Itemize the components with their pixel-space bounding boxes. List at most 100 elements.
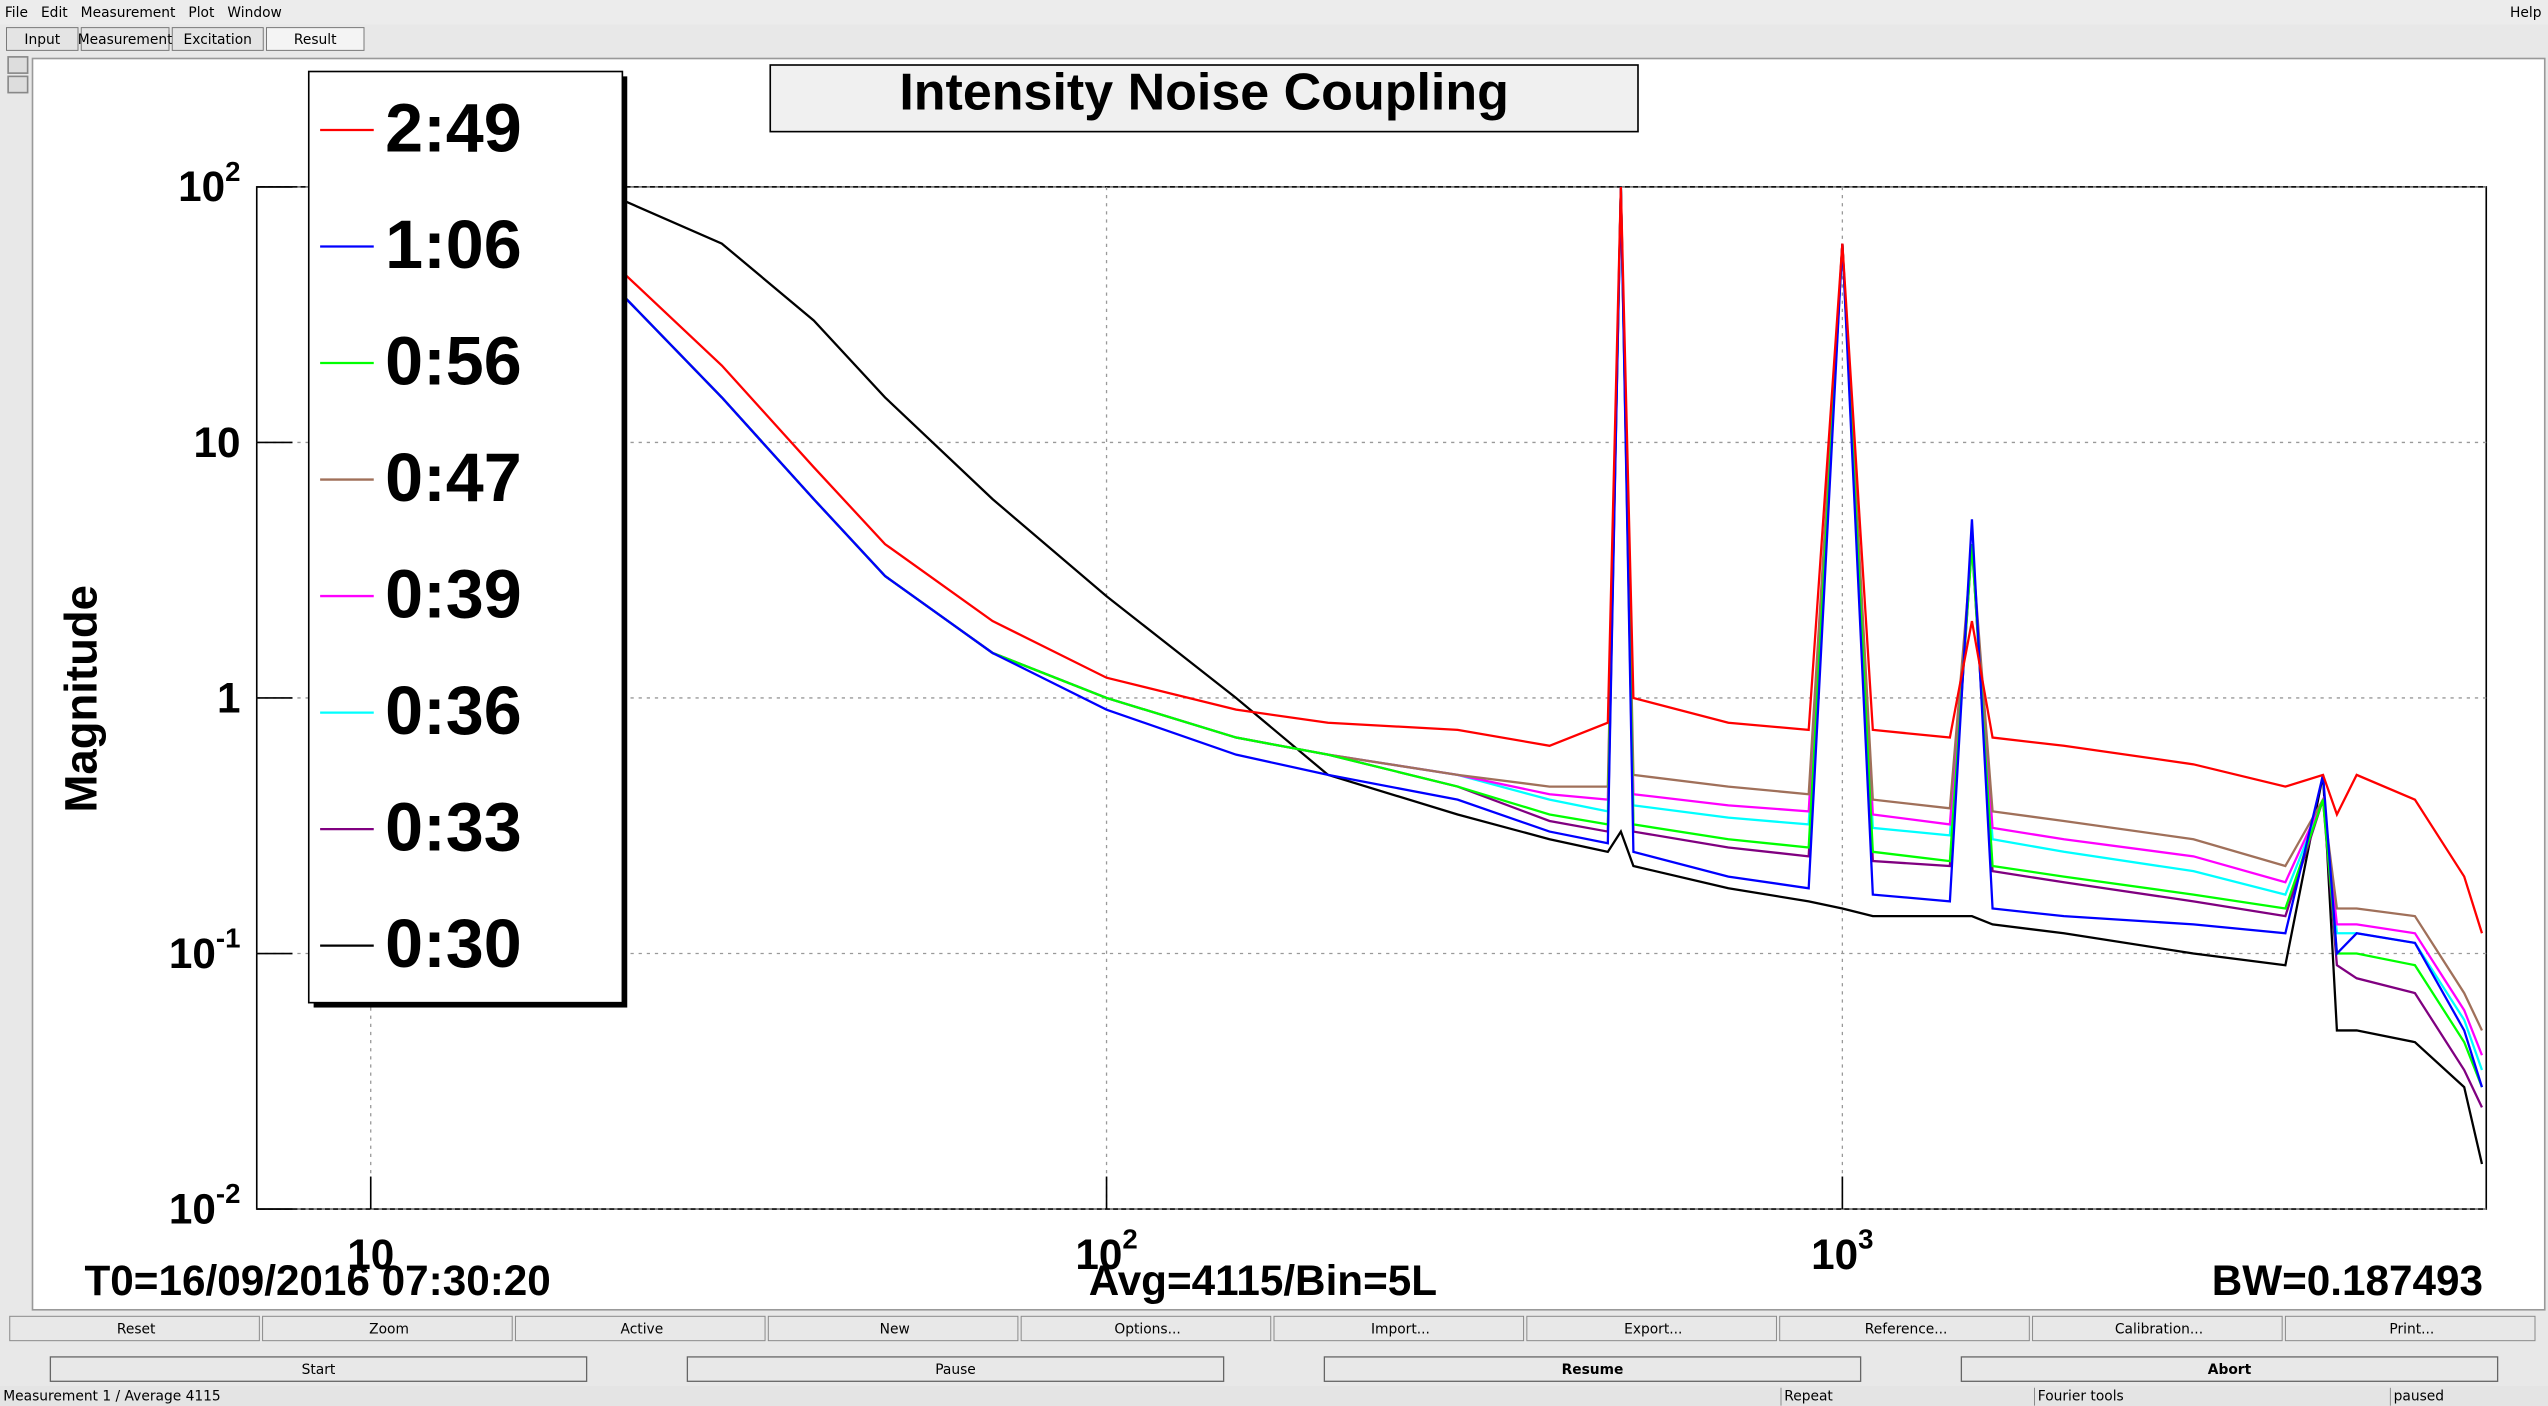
button-frame: [9, 1315, 260, 1342]
menu-item[interactable]: Window: [227, 5, 281, 21]
control-button[interactable]: Start: [49, 1356, 588, 1382]
tab-frame: [80, 27, 170, 51]
button-frame: [1526, 1315, 1777, 1342]
control-button[interactable]: Resume: [1323, 1356, 1862, 1382]
legend: 2:49 1:06 0:56 0:47 0:39 0:36 0:33 0:30: [307, 70, 628, 1008]
x-tick-label: 10: [347, 1231, 394, 1278]
legend-label: 2:49: [385, 90, 522, 166]
scroll-button[interactable]: [7, 56, 29, 74]
button-label: Start: [302, 1362, 336, 1378]
button-label: Reset: [117, 1321, 156, 1337]
button-label: Reference...: [1865, 1321, 1948, 1337]
tick-base: 10: [169, 1185, 216, 1232]
tick-exponent: -1: [216, 923, 241, 954]
button-label: Export...: [1624, 1321, 1682, 1337]
tick-exponent: 2: [225, 156, 240, 187]
button[interactable]: Export...: [1526, 1315, 1777, 1342]
status-text: paused: [2394, 1389, 2444, 1405]
button-label: Options...: [1114, 1321, 1180, 1337]
legend-label: 1:06: [385, 207, 522, 283]
button-frame: [686, 1356, 1225, 1382]
button-label: Abort: [2208, 1362, 2252, 1378]
series-line: [532, 186, 2484, 1088]
y-axis-label: Magnitude: [56, 585, 107, 812]
control-button[interactable]: Abort: [1960, 1356, 2499, 1382]
title-box: [769, 64, 1639, 133]
button-frame: [262, 1315, 513, 1342]
button[interactable]: New: [767, 1315, 1019, 1342]
series-group: [532, 186, 2484, 1165]
y-tick-label: 102: [178, 156, 240, 210]
button-label: Pause: [935, 1362, 976, 1378]
button[interactable]: Import...: [1273, 1315, 1525, 1342]
menu-item[interactable]: File: [5, 5, 28, 21]
button-label: Import...: [1371, 1321, 1430, 1337]
series-line: [539, 186, 2484, 934]
y-tick-label: 10-1: [169, 923, 241, 977]
button-frame: [49, 1356, 588, 1382]
menu-help[interactable]: Help: [2510, 5, 2541, 21]
legend-label: 0:56: [385, 323, 522, 399]
legend-label: 0:36: [385, 673, 522, 749]
menu-item[interactable]: Edit: [41, 5, 68, 21]
legend-label: 0:30: [385, 906, 522, 982]
button[interactable]: Zoom: [262, 1315, 513, 1342]
menu-item[interactable]: Measurement: [81, 5, 176, 21]
tick-base: 10: [1811, 1231, 1858, 1278]
tick-base: 10: [1075, 1231, 1122, 1278]
x-tick-label: 103: [1811, 1224, 1873, 1278]
status-text: Repeat: [1784, 1389, 1833, 1405]
button-label: Active: [621, 1321, 664, 1337]
button[interactable]: Reset: [9, 1315, 260, 1342]
tab-frame: [171, 27, 264, 51]
status-bar: [0, 1386, 2548, 1406]
scroll-button[interactable]: [7, 75, 29, 94]
menu-bar: [0, 0, 2548, 25]
menu-item[interactable]: Plot: [188, 5, 215, 21]
tab-label: Input: [24, 32, 60, 48]
button-frame: [1020, 1315, 1272, 1342]
tab[interactable]: Measurement: [78, 27, 173, 51]
tab-frame: [266, 27, 365, 51]
tab-label: Result: [294, 32, 337, 48]
tab-label: Measurement: [78, 32, 173, 48]
tick-base: 10: [169, 930, 216, 977]
y-tick-label: 10: [194, 419, 241, 466]
y-tick-label: 10-2: [169, 1178, 241, 1232]
legend-box: [307, 70, 624, 1004]
y-tick-label: 1: [217, 674, 240, 721]
status-text: Measurement 1 / Average 4115: [3, 1389, 220, 1405]
button-frame: [2032, 1315, 2283, 1342]
button-frame: [1323, 1356, 1862, 1382]
tab[interactable]: Input: [6, 27, 79, 51]
control-button[interactable]: Pause: [686, 1356, 1225, 1382]
button-frame: [1960, 1356, 2499, 1382]
button[interactable]: Reference...: [1779, 1315, 2030, 1342]
tab[interactable]: Excitation: [171, 27, 264, 51]
button-frame: [1273, 1315, 1525, 1342]
x-tick-label: 102: [1075, 1224, 1137, 1278]
tick-exponent: 3: [1858, 1224, 1873, 1255]
button-label: Calibration...: [2115, 1321, 2203, 1337]
legend-label: 0:47: [385, 440, 522, 516]
button-label: Resume: [1562, 1362, 1624, 1378]
status-text: Fourier tools: [2038, 1389, 2124, 1405]
button[interactable]: Active: [514, 1315, 766, 1342]
chart-title: Intensity Noise Coupling: [899, 64, 1509, 122]
legend-label: 0:33: [385, 789, 522, 865]
button-frame: [1779, 1315, 2030, 1342]
button[interactable]: Print...: [2284, 1315, 2536, 1342]
button-frame: [2284, 1315, 2536, 1342]
tab-frame: [6, 27, 79, 51]
tick-exponent: -2: [216, 1178, 241, 1209]
button-frame: [767, 1315, 1019, 1342]
button[interactable]: Options...: [1020, 1315, 1272, 1342]
tick-exponent: 2: [1122, 1224, 1137, 1255]
tab[interactable]: Result: [266, 27, 365, 51]
button[interactable]: Calibration...: [2032, 1315, 2283, 1342]
button-frame: [514, 1315, 766, 1342]
button-label: Zoom: [369, 1321, 409, 1337]
